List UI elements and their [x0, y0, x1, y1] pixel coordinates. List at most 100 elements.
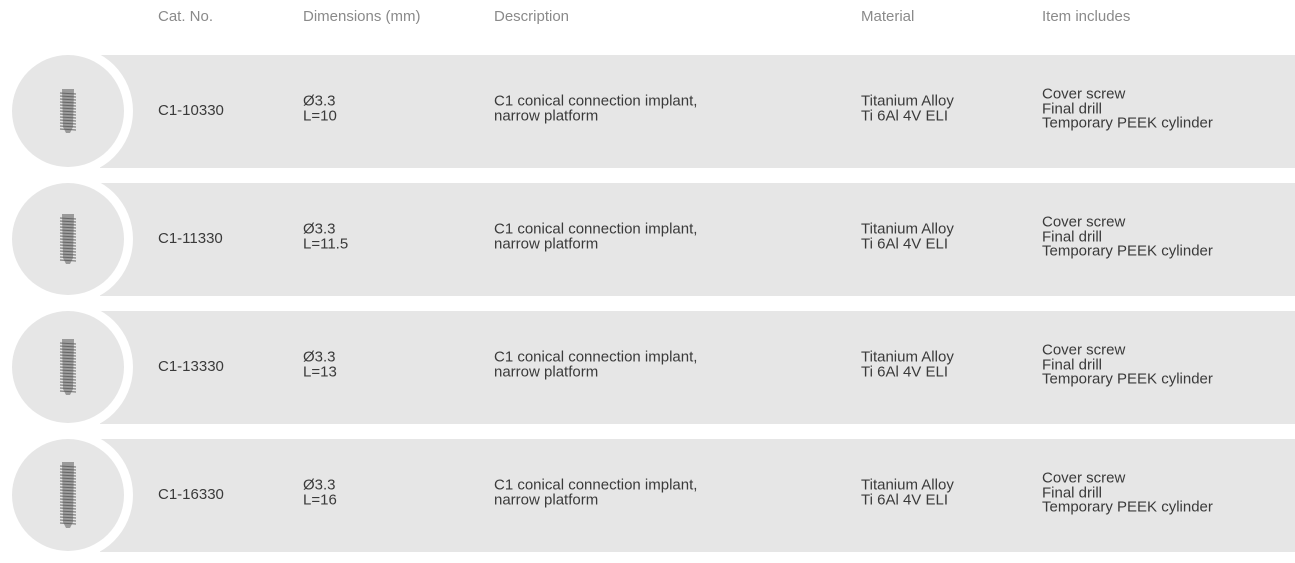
implant-thumbnail [3, 302, 133, 432]
implant-thread [59, 122, 77, 125]
implant-thread [59, 223, 77, 226]
implant-thread [59, 477, 77, 480]
implant-thread [59, 522, 77, 525]
implant-thread [59, 232, 77, 235]
implant-thread [59, 250, 77, 253]
material: Titanium Alloy Ti 6Al 4V ELI [861, 92, 954, 124]
implant-thread [59, 507, 77, 510]
dimensions-line: L=11.5 [303, 235, 349, 252]
row-band [100, 55, 1295, 168]
dimensions-line: Ø3.3 [303, 220, 336, 238]
dimensions-line: L=16 [303, 491, 337, 508]
includes-line: Cover screw [1042, 341, 1126, 359]
material-line: Titanium Alloy [861, 220, 954, 238]
implant-thread [59, 387, 77, 390]
dimensions: Ø3.3 L=11.5 [303, 220, 349, 252]
implant-thread [59, 498, 77, 501]
implant-thread [59, 378, 77, 381]
implant-thread [59, 98, 77, 101]
material-line: Titanium Alloy [861, 476, 954, 494]
implant-thread [59, 465, 77, 468]
dimensions-line: Ø3.3 [303, 476, 336, 494]
implant-thread [59, 244, 77, 247]
row-band [100, 439, 1295, 552]
implant-thread [59, 480, 77, 483]
implant-thread [59, 217, 77, 220]
description-line: C1 conical connection implant, [494, 92, 698, 110]
implant-thread [59, 92, 77, 95]
implant-thread [59, 229, 77, 232]
implant-thread [59, 489, 77, 492]
implant-thread [59, 390, 77, 393]
dimensions: Ø3.3 L=16 [303, 476, 337, 508]
implant-thread [59, 516, 77, 519]
includes: Cover screw Final drill Temporary PEEK cyl… [1042, 343, 1213, 387]
implant-thread [59, 256, 77, 259]
row-band [100, 311, 1295, 424]
includes-line: Cover screw [1042, 469, 1126, 487]
includes-line: Final drill [1042, 355, 1103, 373]
implant-thread [59, 366, 77, 369]
column-header: Item includes [1042, 8, 1131, 25]
column-header: Material [861, 8, 915, 25]
material-line: Ti 6Al 4V ELI [861, 363, 948, 380]
dimensions: Ø3.3 L=13 [303, 348, 337, 380]
implant-thumbnail [3, 46, 133, 176]
includes: Cover screw Final drill Temporary PEEK cyl… [1042, 87, 1213, 131]
implant-thread [59, 519, 77, 522]
includes-line: Temporary PEEK cylinder [1042, 370, 1213, 388]
cat-no: C1-10330 [158, 101, 224, 119]
implant-thread [59, 369, 77, 372]
material-line: Titanium Alloy [861, 92, 954, 110]
cat-no: C1-16330 [158, 485, 224, 503]
implant-thread [59, 360, 77, 363]
implant-thread [59, 510, 77, 513]
implant-thread [59, 474, 77, 477]
dimensions-line: L=10 [303, 107, 337, 124]
implant-thread [59, 95, 77, 98]
description: C1 conical connection implant, narrow pla… [494, 350, 697, 380]
description-line: narrow platform [494, 235, 599, 252]
implant-thread [59, 104, 77, 107]
implant-thread [59, 116, 77, 119]
cat-no: C1-13330 [158, 357, 224, 375]
column-header: Description [494, 8, 570, 25]
material: Titanium Alloy Ti 6Al 4V ELI [861, 476, 954, 508]
cat-no: C1-11330 [158, 229, 223, 247]
implant-thumbnail [3, 430, 133, 560]
description: C1 conical connection implant, narrow pla… [494, 92, 698, 124]
description: C1 conical connection implant, narrow pla… [494, 222, 697, 252]
material-line: Ti 6Al 4V ELI [861, 235, 948, 252]
implant-thread [59, 107, 77, 110]
dimensions-line: L=13 [303, 363, 337, 380]
dimensions-line: Ø3.3 [303, 348, 336, 366]
implant-thread [59, 486, 77, 489]
implant-thread [59, 253, 77, 256]
implant-thread [59, 226, 77, 229]
implant-thread [59, 125, 77, 128]
row-band [100, 183, 1295, 296]
dimensions-line: Ø3.3 [303, 92, 336, 110]
implant-thread [59, 259, 77, 262]
includes-line: Temporary PEEK cylinder [1042, 242, 1213, 260]
implant-thread [59, 372, 77, 375]
implant-thread [59, 357, 77, 360]
description-line: narrow platform [494, 107, 599, 124]
implant-thread [59, 220, 77, 223]
implant-thread [59, 354, 77, 357]
includes-line: Temporary PEEK cylinder [1042, 114, 1213, 132]
implant-thread [59, 128, 77, 131]
description-line: C1 conical connection implant, [494, 476, 698, 494]
implant-thread [59, 351, 77, 354]
implant-thread [59, 513, 77, 516]
implant-thread [59, 471, 77, 474]
material-line: Titanium Alloy [861, 348, 954, 366]
description: C1 conical connection implant, narrow pla… [494, 476, 698, 508]
implant-thread [59, 468, 77, 471]
implant-thread [59, 119, 77, 122]
implant-thread [59, 492, 77, 495]
implant-thread [59, 241, 77, 244]
includes-line: Temporary PEEK cylinder [1042, 498, 1213, 516]
implant-thread [59, 483, 77, 486]
